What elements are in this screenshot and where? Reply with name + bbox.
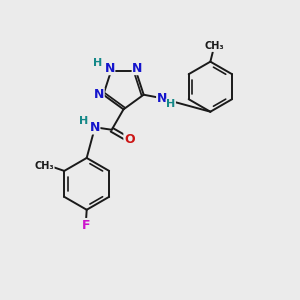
Text: N: N	[94, 88, 104, 101]
Text: N: N	[104, 61, 115, 75]
Text: N: N	[132, 61, 142, 75]
Text: F: F	[82, 219, 90, 232]
Text: H: H	[93, 58, 102, 68]
Text: H: H	[166, 99, 176, 109]
Text: N: N	[89, 121, 100, 134]
Text: CH₃: CH₃	[34, 161, 54, 172]
Text: H: H	[79, 116, 88, 126]
Text: O: O	[124, 133, 135, 146]
Text: CH₃: CH₃	[204, 41, 224, 51]
Text: N: N	[157, 92, 167, 105]
